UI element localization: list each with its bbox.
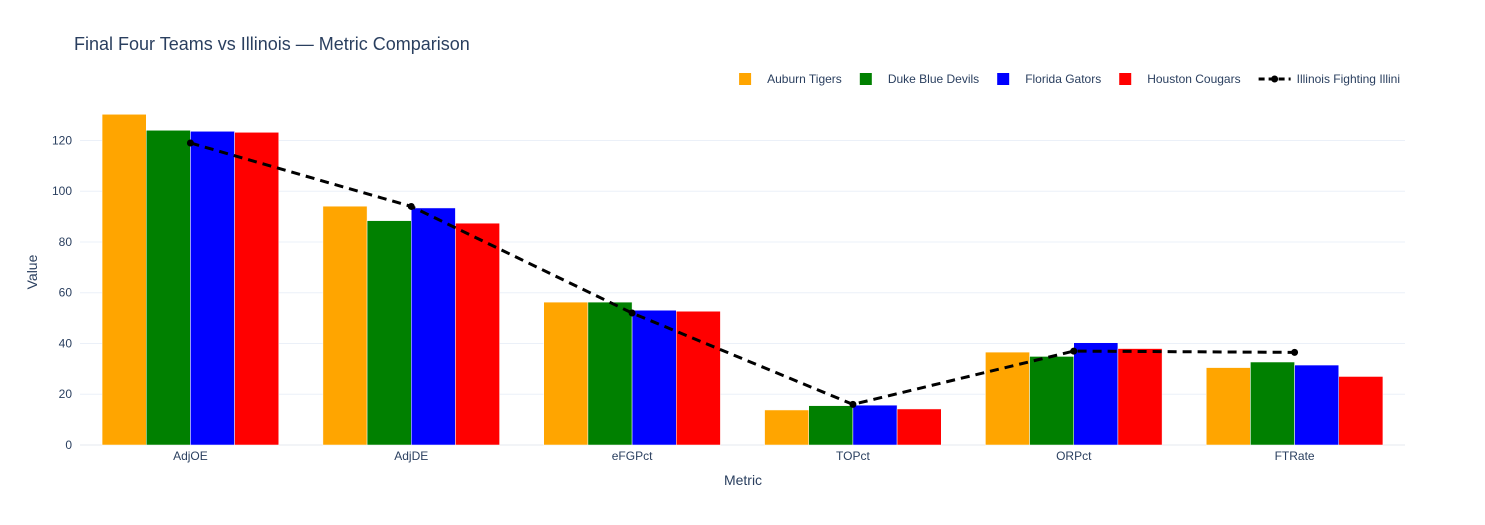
y-tick-label: 60 <box>59 286 73 300</box>
bar-florida-gators-orpct <box>1073 342 1119 446</box>
point-illinois-fighting-illini-orpct <box>1070 347 1078 355</box>
legend-item-auburn-tigers: Auburn Tigers <box>739 72 842 86</box>
bar-florida-gators-adjde <box>411 207 456 446</box>
legend-swatch-marker <box>1271 75 1279 83</box>
bar-florida-gators-ftrate <box>1294 364 1340 446</box>
bar-houston-cougars-adjoe <box>234 132 279 446</box>
legend-swatch <box>1119 73 1132 85</box>
y-tick-label: 20 <box>59 387 73 401</box>
bar-houston-cougars-efgpct <box>676 311 721 446</box>
chart-title: Final Four Teams vs Illinois — Metric Co… <box>74 34 470 54</box>
legend-label: Illinois Fighting Illini <box>1297 72 1400 86</box>
point-illinois-fighting-illini-efgpct <box>628 309 636 317</box>
bar-duke-blue-devils-ftrate <box>1250 361 1295 446</box>
legend-swatch <box>859 73 872 85</box>
bar-auburn-tigers-adjoe <box>101 114 147 446</box>
bar-duke-blue-devils-topct <box>808 405 854 446</box>
bar-houston-cougars-adjde <box>455 222 500 446</box>
x-axis: AdjOE AdjDE eFGPct TOPct ORPct FTRate <box>173 449 1315 463</box>
x-tick-label: AdjOE <box>173 449 208 463</box>
legend-item-florida-gators: Florida Gators <box>997 72 1101 86</box>
bar-auburn-tigers-adjde <box>322 205 368 446</box>
bar-auburn-tigers-topct <box>764 409 809 446</box>
line-illinois-fighting-illini <box>190 141 1295 406</box>
point-illinois-fighting-illini-adjde <box>407 202 415 210</box>
bar-houston-cougars-topct <box>896 408 942 446</box>
gridlines <box>80 139 1405 446</box>
point-illinois-fighting-illini-ftrate <box>1291 348 1299 356</box>
x-axis-title: Metric <box>724 472 762 488</box>
x-tick-label: ORPct <box>1056 449 1092 463</box>
y-axis: 0 20 40 60 80 100 120 <box>52 133 72 452</box>
legend-label: Duke Blue Devils <box>888 72 979 86</box>
legend-label: Houston Cougars <box>1147 72 1240 86</box>
point-illinois-fighting-illini-adjoe <box>186 139 194 147</box>
bar-auburn-tigers-ftrate <box>1206 367 1251 446</box>
x-tick-label: AdjDE <box>394 449 428 463</box>
illinois-line <box>186 139 1299 408</box>
bar-auburn-tigers-efgpct <box>543 301 589 446</box>
legend-item-houston-cougars: Houston Cougars <box>1119 72 1241 86</box>
legend-swatch <box>739 73 752 85</box>
x-tick-label: FTRate <box>1275 449 1315 463</box>
legend-swatch <box>997 73 1010 85</box>
bar-duke-blue-devils-adjoe <box>146 130 191 446</box>
x-tick-label: eFGPct <box>612 449 653 463</box>
bar-duke-blue-devils-efgpct <box>587 301 633 446</box>
x-tick-label: TOPct <box>836 449 870 463</box>
bars <box>101 114 1384 446</box>
bar-duke-blue-devils-orpct <box>1029 356 1075 446</box>
y-tick-label: 0 <box>65 438 72 452</box>
bar-florida-gators-topct <box>852 404 898 446</box>
y-tick-label: 120 <box>52 133 72 147</box>
bar-duke-blue-devils-adjde <box>366 220 412 446</box>
bar-florida-gators-adjoe <box>190 131 235 446</box>
point-illinois-fighting-illini-topct <box>849 400 857 408</box>
bar-houston-cougars-orpct <box>1117 348 1163 446</box>
legend: Auburn Tigers Duke Blue Devils Florida Gat… <box>739 72 1400 86</box>
y-tick-label: 80 <box>59 235 73 249</box>
legend-item-illinois-fighting-illini: Illinois Fighting Illini <box>1258 72 1400 86</box>
y-axis-title: Value <box>24 254 40 289</box>
bar-florida-gators-efgpct <box>631 309 677 446</box>
legend-label: Florida Gators <box>1025 72 1101 86</box>
legend-label: Auburn Tigers <box>767 72 842 86</box>
legend-item-duke-blue-devils: Duke Blue Devils <box>859 72 979 86</box>
bar-houston-cougars-ftrate <box>1338 376 1384 446</box>
y-tick-label: 40 <box>59 336 73 350</box>
y-tick-label: 100 <box>52 184 72 198</box>
